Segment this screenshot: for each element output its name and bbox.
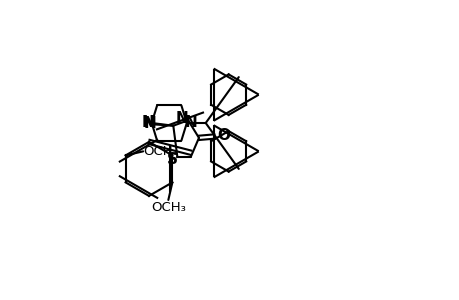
Text: O: O: [216, 128, 230, 143]
Text: N: N: [175, 111, 188, 126]
Text: N: N: [143, 116, 156, 131]
Text: N: N: [184, 115, 197, 130]
Text: N: N: [141, 115, 154, 130]
Text: OCH₃: OCH₃: [143, 145, 178, 158]
Text: S: S: [167, 152, 178, 167]
Text: OCH₃: OCH₃: [151, 201, 185, 214]
